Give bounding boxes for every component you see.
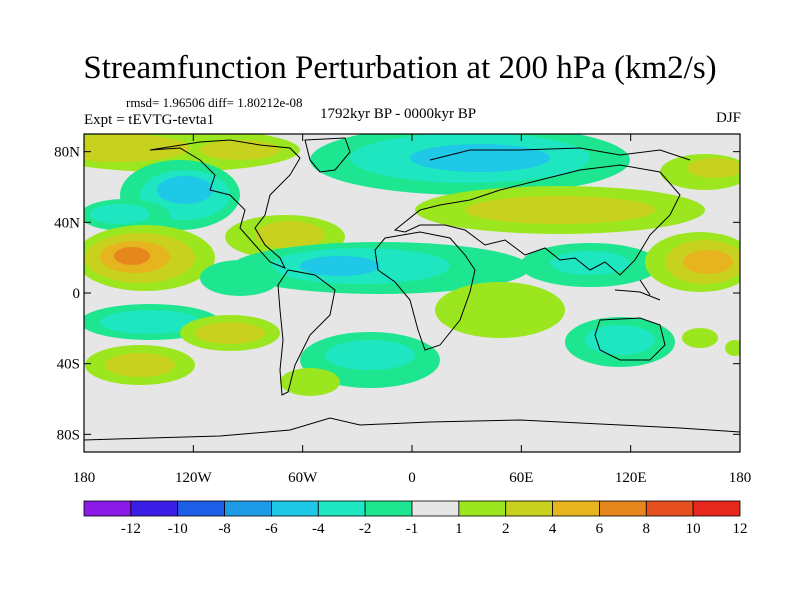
lon-label: 180 xyxy=(73,470,96,486)
colorbar-label: -4 xyxy=(312,521,325,537)
colorbar-swatch xyxy=(271,500,319,517)
contour-region xyxy=(410,144,550,172)
longitude-axis: 180 120W 60W 0 60E 120E 180 xyxy=(73,134,752,486)
contour-region xyxy=(195,322,265,344)
colorbar-label: 6 xyxy=(596,521,604,537)
coast-arctic xyxy=(429,147,691,161)
colorbar-swatch xyxy=(411,500,460,517)
plot-title: Streamfunction Perturbation at 200 hPa (… xyxy=(83,50,717,86)
experiment-label: Expt = tEVTG-tevta1 xyxy=(84,112,215,128)
contour-region xyxy=(114,247,150,265)
contour-region xyxy=(300,256,380,276)
contour-region xyxy=(682,328,718,348)
colorbar-swatch xyxy=(317,500,366,517)
coast-north-america xyxy=(149,139,301,269)
contour-region xyxy=(84,134,190,162)
colorbar-label: 1 xyxy=(455,521,463,537)
coast-greenland xyxy=(304,137,351,173)
contour-region xyxy=(200,140,280,160)
lat-label: 80N xyxy=(54,145,80,161)
contour-region xyxy=(157,176,213,204)
colorbar-label: 4 xyxy=(549,521,557,537)
colorbar-swatch xyxy=(505,500,553,517)
coast-eurasia xyxy=(393,164,681,276)
contour-region xyxy=(200,260,280,296)
coast-south-america xyxy=(277,269,336,396)
colorbar-label: -6 xyxy=(265,521,278,537)
colorbar-label: -1 xyxy=(406,521,419,537)
contour-region xyxy=(550,251,630,275)
contour-region xyxy=(100,310,200,334)
coastlines xyxy=(84,137,740,441)
colorbar-swatch xyxy=(177,500,225,517)
contour-region xyxy=(90,204,150,224)
lon-label: 120E xyxy=(615,470,647,486)
colorbar-label: 2 xyxy=(502,521,510,537)
colorbar-label: -2 xyxy=(359,521,372,537)
colorbar-swatch xyxy=(458,500,507,517)
latitude-axis: 80N 40N 0 40S 80S xyxy=(54,145,740,443)
lat-label: 40S xyxy=(57,357,80,373)
colorbar-label: 8 xyxy=(643,521,651,537)
coast-australia xyxy=(594,317,666,361)
contour-region xyxy=(255,221,325,249)
colorbar-label: -8 xyxy=(218,521,231,537)
lon-label: 60W xyxy=(288,470,318,486)
colorbar-swatch xyxy=(130,500,179,517)
colorbar-label: 10 xyxy=(686,521,701,537)
contour-region xyxy=(725,340,740,356)
colorbar-swatch xyxy=(552,500,600,517)
colorbar-swatch xyxy=(692,500,741,517)
coast-indonesia xyxy=(614,279,661,301)
contour-region xyxy=(585,325,655,355)
lon-label: 120W xyxy=(175,470,213,486)
coast-africa xyxy=(374,231,476,351)
contour-region xyxy=(687,158,740,178)
colorbar: -12 -10 -8 -6 -4 -2 -1 1 2 4 6 8 10 12 xyxy=(83,500,748,537)
colorbar-swatch xyxy=(364,500,413,517)
season-label: DJF xyxy=(715,110,741,126)
contour-region xyxy=(465,196,655,224)
colorbar-swatch xyxy=(645,500,694,517)
lon-label: 60E xyxy=(509,470,533,486)
stats-text: rmsd= 1.96506 diff= 1.80212e-08 xyxy=(126,95,303,110)
contour-region xyxy=(435,282,565,338)
lon-label: 0 xyxy=(408,470,416,486)
colorbar-label: 12 xyxy=(733,521,748,537)
period-label: 1792kyr BP - 0000kyr BP xyxy=(320,106,477,122)
contour-region xyxy=(105,353,175,377)
colorbar-swatch xyxy=(599,500,647,517)
colorbar-swatch xyxy=(224,500,272,517)
contour-region xyxy=(280,368,340,396)
colorbar-label: -12 xyxy=(121,521,141,537)
coast-antarctica xyxy=(84,417,740,441)
lat-label: 0 xyxy=(73,286,81,302)
contour-region xyxy=(683,250,733,274)
lon-label: 180 xyxy=(729,470,752,486)
colorbar-label: -10 xyxy=(168,521,188,537)
contour-region xyxy=(325,340,415,370)
colorbar-swatch xyxy=(83,500,132,517)
lat-label: 80S xyxy=(57,427,80,443)
lat-label: 40N xyxy=(54,215,80,231)
